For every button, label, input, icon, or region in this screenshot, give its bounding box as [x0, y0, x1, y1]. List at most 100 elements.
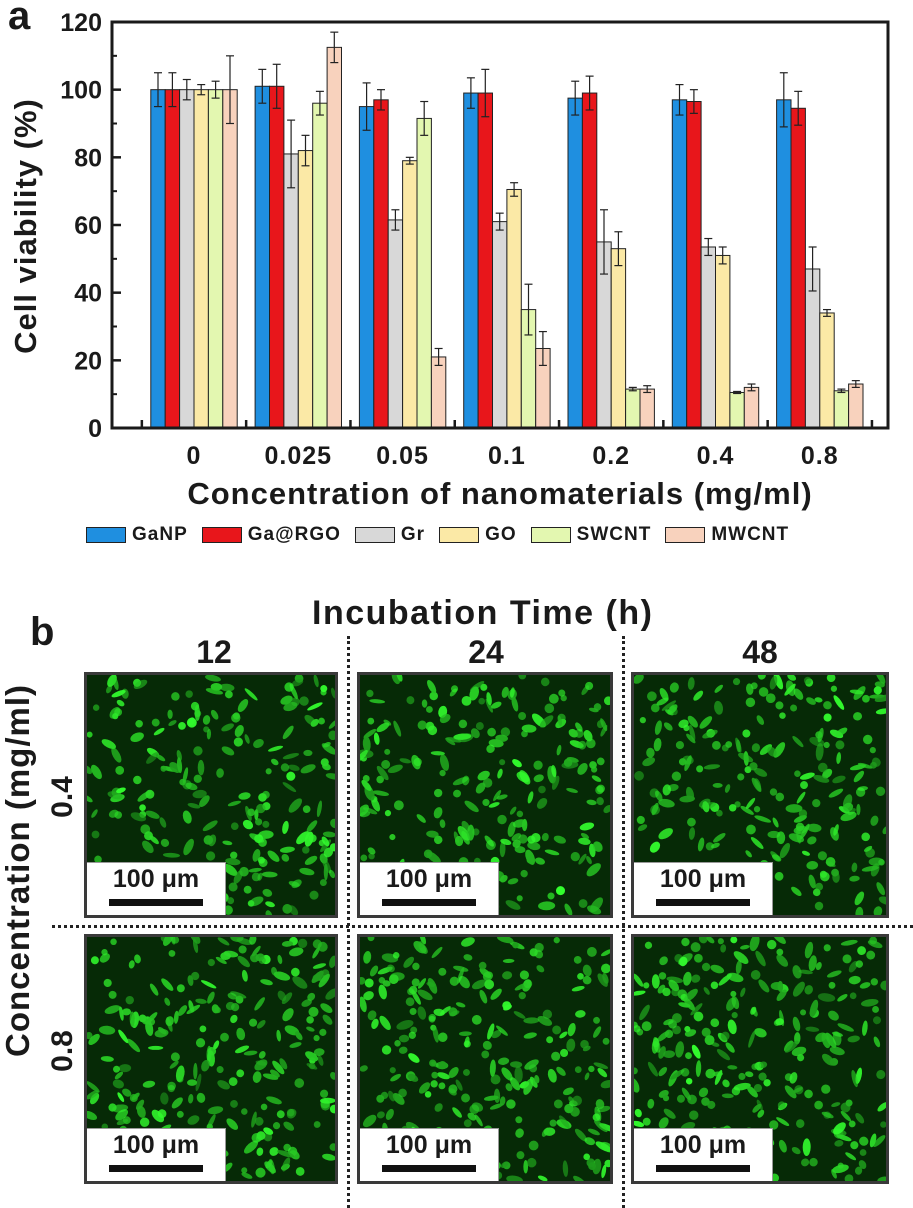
cell [87, 1031, 93, 1040]
cell [750, 682, 758, 690]
cell [104, 1005, 121, 1014]
cell [238, 792, 251, 800]
cell [288, 764, 300, 771]
cell [145, 810, 160, 819]
cell [266, 1096, 282, 1105]
cell [685, 1052, 692, 1060]
cell [683, 971, 692, 986]
cell [362, 736, 371, 752]
cell [794, 770, 801, 777]
cell [458, 1031, 472, 1036]
cell [538, 901, 556, 911]
cell [408, 1053, 420, 1063]
cell [712, 783, 723, 788]
cell [457, 825, 470, 841]
cell [842, 954, 852, 964]
cell [193, 774, 202, 783]
cell [438, 1032, 448, 1042]
cell [497, 937, 514, 944]
cell [217, 937, 230, 946]
bar [848, 383, 864, 429]
cell [237, 955, 250, 968]
cell [155, 754, 166, 762]
cell [426, 830, 439, 838]
cell [873, 1016, 881, 1025]
cell [128, 960, 135, 969]
cell [417, 989, 433, 1001]
cell [109, 707, 121, 719]
cell [646, 747, 655, 758]
cell [567, 1022, 576, 1037]
cell [870, 863, 880, 877]
cell [244, 734, 250, 744]
cell [276, 1029, 282, 1042]
cell [391, 675, 401, 685]
cell [738, 1072, 746, 1081]
cell [658, 972, 667, 980]
cell [681, 1087, 692, 1101]
cell [142, 840, 154, 854]
cell [474, 1114, 483, 1127]
cell [588, 1065, 595, 1073]
cell [541, 832, 549, 842]
cell [720, 944, 727, 953]
cell [99, 953, 110, 963]
cell [291, 879, 302, 889]
cell [516, 895, 523, 902]
cell [130, 732, 144, 743]
cell [777, 1101, 786, 1110]
cell [366, 689, 374, 698]
incubation-time-title: Incubation Time (h) [312, 594, 654, 632]
cell [262, 820, 270, 828]
cell [837, 1023, 854, 1032]
cell [528, 1140, 539, 1151]
cell [574, 1066, 582, 1074]
cell [573, 1175, 586, 1181]
cell [717, 938, 724, 945]
x-tick-label: 0.8 [801, 442, 839, 470]
cell [832, 1164, 849, 1174]
cell [505, 900, 521, 910]
cell [671, 987, 681, 997]
cell [455, 1002, 466, 1008]
cell [289, 947, 304, 957]
cell [600, 1080, 610, 1089]
cell [714, 1069, 723, 1085]
cell [512, 942, 519, 949]
x-axis-title: Concentration of nanomaterials (mg/ml) [187, 476, 812, 511]
cell [149, 983, 159, 996]
cell [319, 1028, 327, 1036]
cell [748, 1031, 756, 1048]
cell [789, 1072, 798, 1084]
cell [756, 715, 765, 725]
cell [651, 974, 660, 989]
cell [831, 1169, 837, 1179]
cell [330, 818, 335, 829]
cell [258, 793, 267, 802]
cell [139, 1117, 150, 1127]
cell [571, 985, 585, 992]
cell [580, 832, 590, 839]
cell [556, 1066, 566, 1076]
cell [519, 970, 530, 980]
cell [596, 784, 605, 793]
cell [193, 746, 203, 756]
cell [316, 800, 323, 818]
cell [658, 1066, 668, 1077]
cell [551, 775, 560, 790]
cell [873, 1135, 886, 1147]
cell [734, 801, 741, 808]
cell [583, 730, 593, 742]
cell [792, 981, 805, 997]
cell [268, 745, 284, 752]
cell [538, 785, 546, 794]
cell [836, 752, 842, 764]
cell [869, 747, 876, 754]
cell [809, 999, 819, 1017]
cell [853, 712, 863, 721]
cell [533, 774, 544, 783]
micrograph-0-8-12h: 100 μm [84, 934, 338, 1184]
cell [282, 753, 299, 760]
bar [312, 102, 328, 429]
bar [430, 356, 447, 429]
